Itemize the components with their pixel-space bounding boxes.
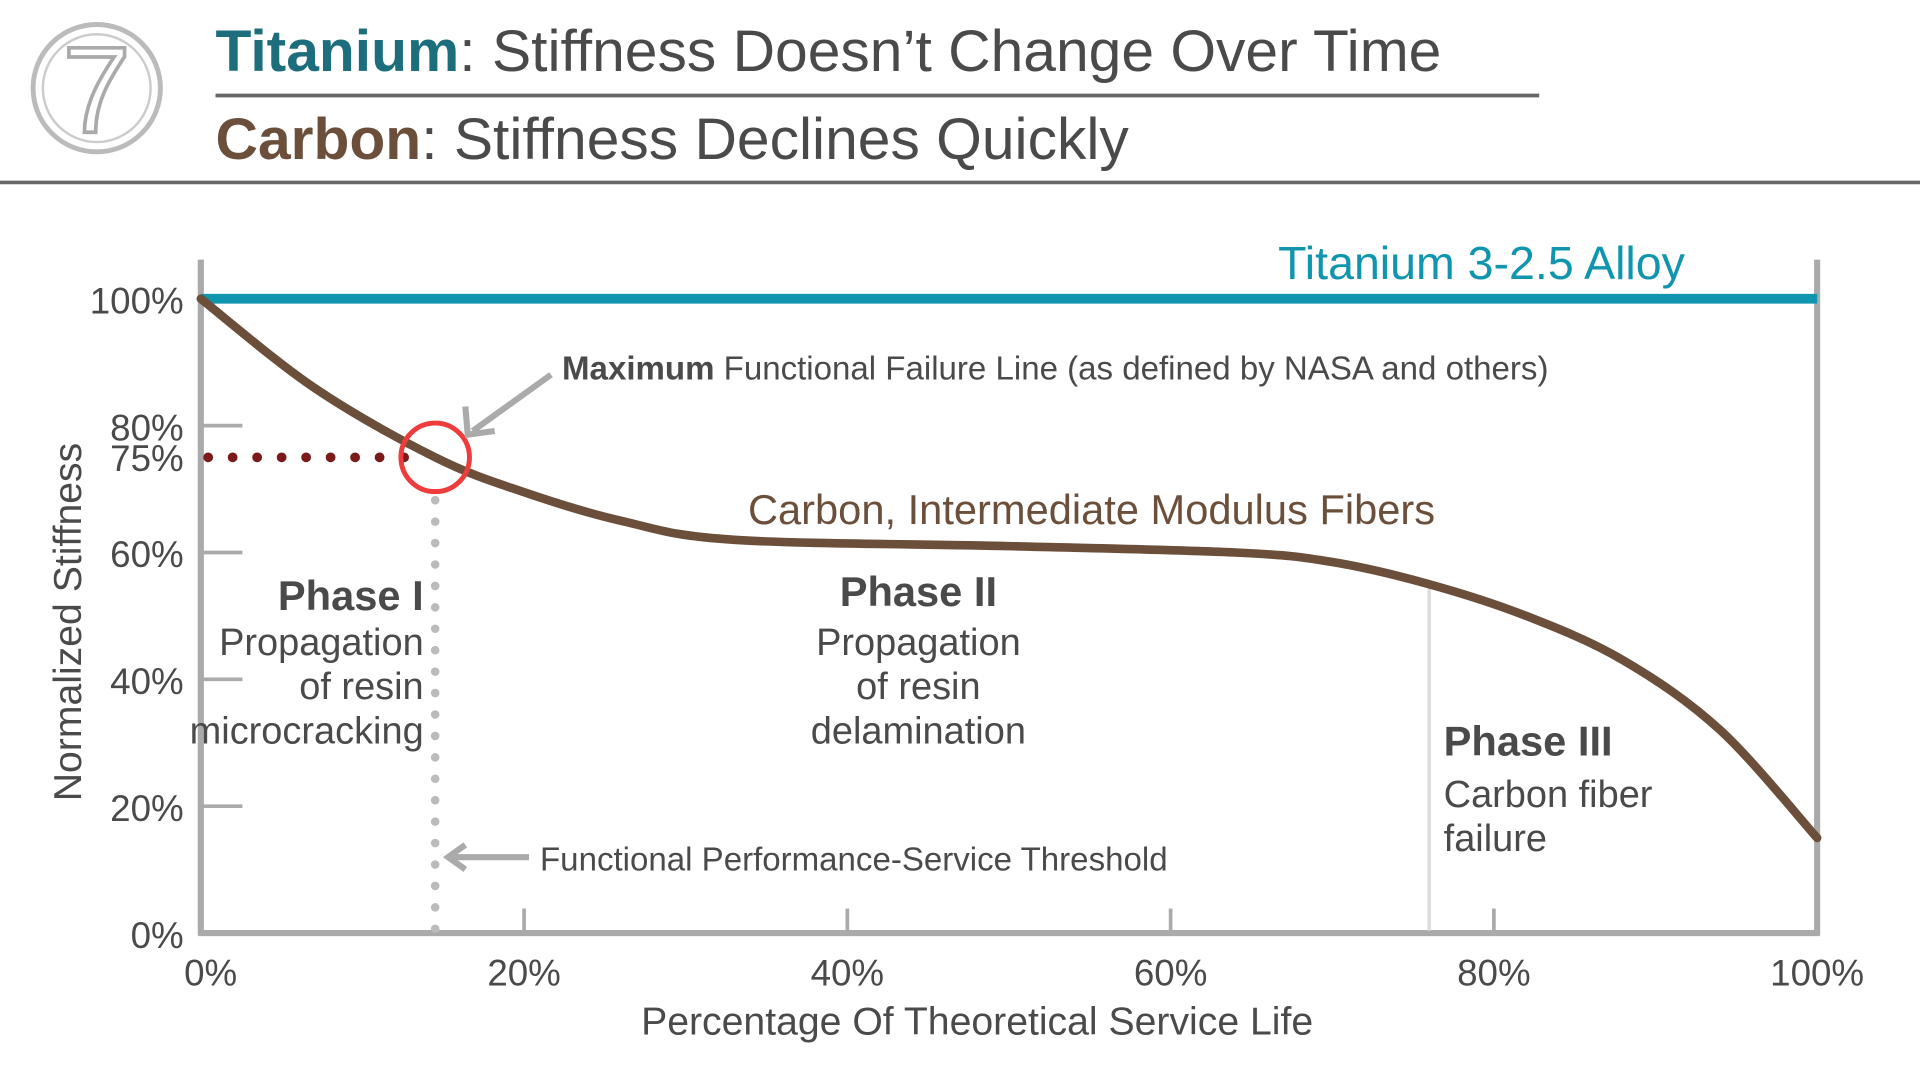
phase-2: Phase II Propagation of resin delaminati… [811, 568, 1026, 752]
x-tick-label: 0% [184, 953, 237, 994]
title-carbon: Carbon [216, 107, 422, 172]
phase-1-line-2: of resin [299, 666, 423, 708]
phase-1: Phase I Propagation of resin microcracki… [190, 572, 424, 752]
failure-line-annotation: Maximum Functional Failure Line (as defi… [562, 351, 1548, 388]
marker-75-label: 75% [110, 438, 184, 479]
phase-3-title: Phase III [1444, 718, 1613, 765]
series-titanium-label: Titanium 3-2.5 Alloy [1278, 237, 1686, 289]
threshold-annotation: Functional Performance-Service Threshold [540, 842, 1168, 879]
y-tick-label: 0% [131, 915, 184, 956]
title-line-1-rest: : Stiffness Doesn’t Change Over Time [459, 19, 1441, 84]
arrow-failure-line [462, 372, 553, 439]
failure-line-rest: Functional Failure Line (as defined by N… [714, 351, 1548, 388]
series-carbon-line [196, 294, 1822, 843]
x-tick-label: 40% [811, 953, 885, 994]
phase-2-title: Phase II [840, 568, 997, 615]
phase-3-line-1: Carbon fiber [1444, 774, 1653, 816]
y-tick-label: 20% [110, 788, 184, 829]
title-line-2: Carbon: Stiffness Declines Quickly [216, 107, 1130, 172]
y-tick-label: 80% [110, 407, 184, 448]
failure-line-bold: Maximum [562, 351, 714, 388]
y-axis-label: Normalized Stiffness [47, 443, 90, 802]
phase-2-line-1: Propagation [816, 622, 1021, 664]
title-titanium: Titanium [216, 19, 460, 84]
x-tick-label: 100% [1770, 953, 1864, 994]
x-tick-label: 80% [1457, 953, 1531, 994]
arrow-threshold [442, 842, 529, 872]
title-line-2-rest: : Stiffness Declines Quickly [421, 107, 1129, 172]
x-tick-label: 60% [1134, 953, 1208, 994]
failure-circle [398, 420, 472, 495]
logo-text: 7 [63, 21, 131, 158]
phase-2-line-3: delamination [811, 710, 1026, 752]
y-tick-label: 60% [110, 534, 184, 575]
y-tick-label: 100% [90, 280, 184, 321]
phase-1-line-3: microcracking [190, 710, 424, 752]
phase-1-line-1: Propagation [219, 622, 424, 664]
x-tick-label: 20% [487, 953, 561, 994]
series-carbon-label: Carbon, Intermediate Modulus Fibers [748, 486, 1435, 533]
phase-2-line-2: of resin [856, 666, 980, 708]
phase-3-line-2: failure [1444, 818, 1547, 860]
y-tick-label: 40% [110, 661, 184, 702]
phase-3: Phase III Carbon fiber failure [1444, 718, 1653, 861]
x-axis-label: Percentage Of Theoretical Service Life [641, 1001, 1313, 1044]
title-line-1: Titanium: Stiffness Doesn’t Change Over … [216, 19, 1442, 84]
logo: 7 [30, 19, 163, 160]
phase-1-title: Phase I [278, 572, 424, 619]
